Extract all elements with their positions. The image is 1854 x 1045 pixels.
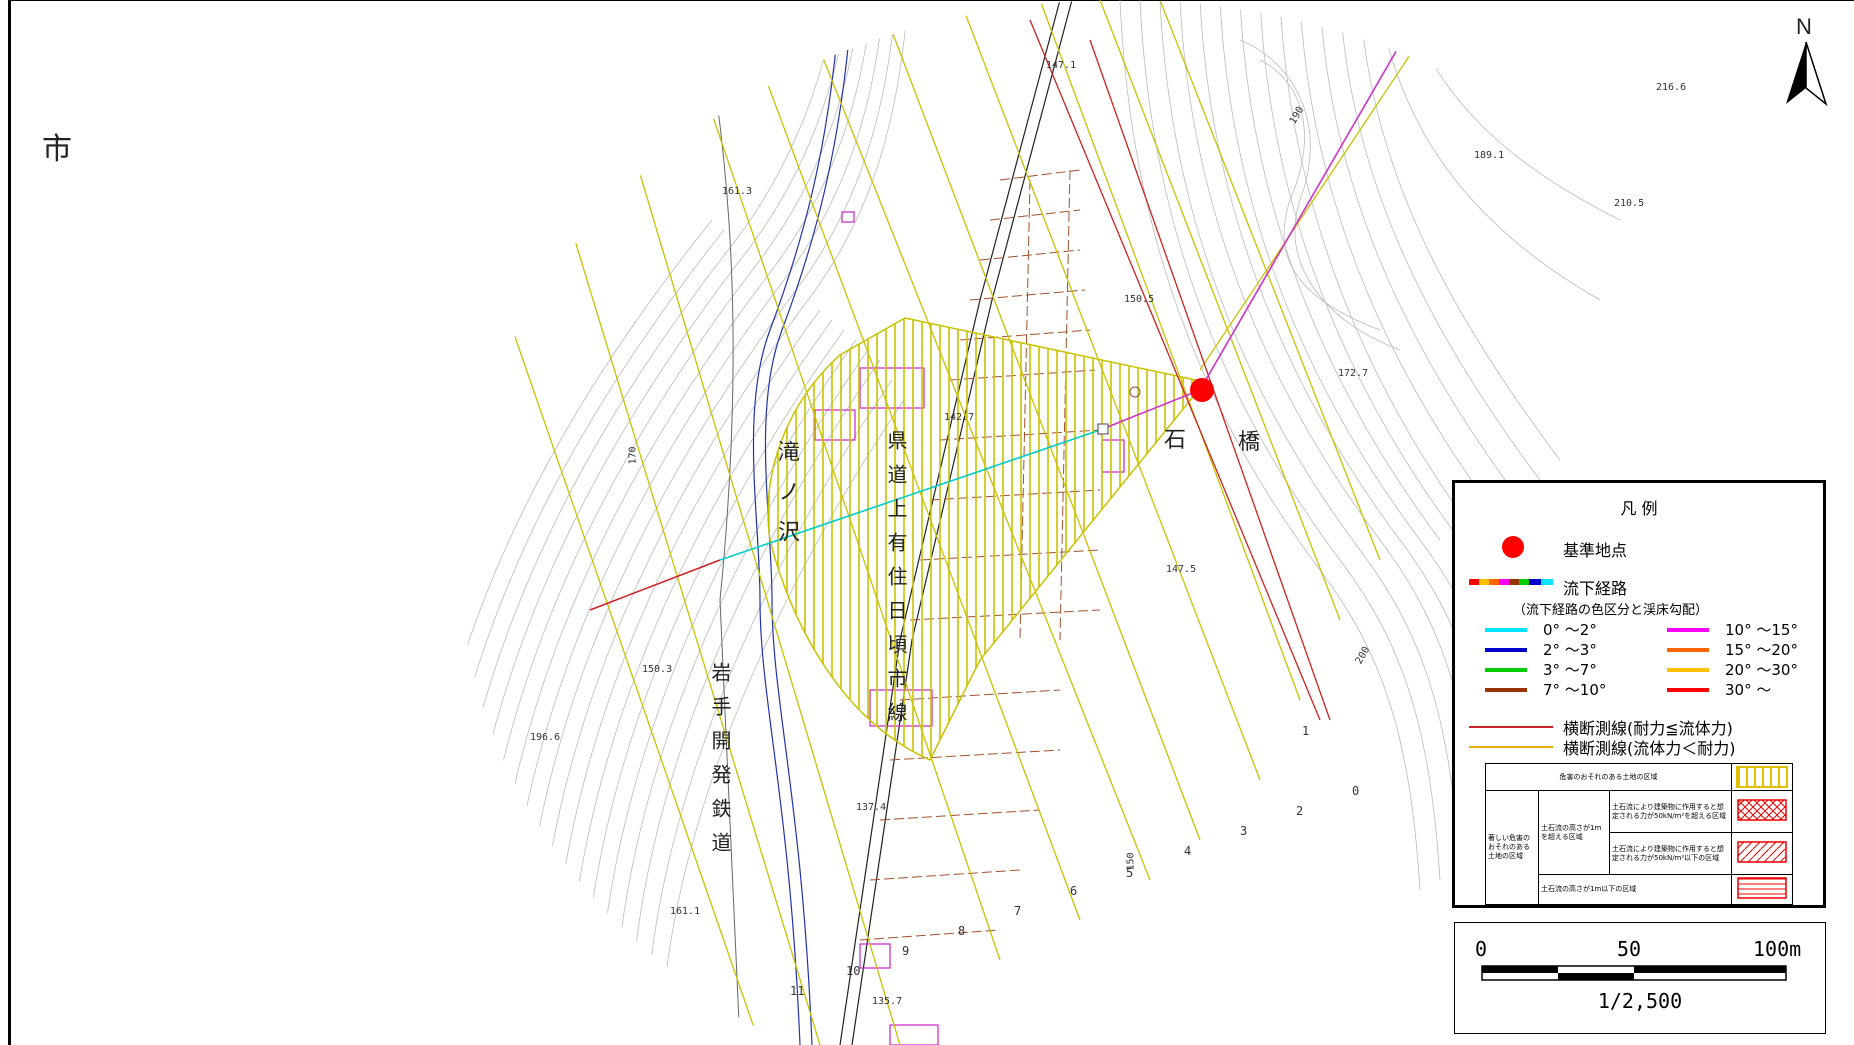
reference-point-marker[interactable]	[1190, 378, 1214, 402]
legend-flow-path: 流下経路	[1563, 579, 1628, 598]
slope-color-swatch	[1667, 667, 1709, 672]
section-number: 0	[1352, 784, 1360, 798]
slope-color-swatch	[1485, 647, 1527, 652]
force-under-label: 土石流により建築物に作用すると想定される力が50kN/m²以下の区域	[1609, 832, 1732, 875]
scale-bar: 0 50 100m 1/2,500	[1454, 922, 1826, 1034]
slope-legend-item: 30° ～	[1667, 679, 1771, 700]
spot-height: 142.7	[944, 412, 975, 423]
slope-legend-item: 15° ～20°	[1667, 639, 1798, 660]
section-number: 4	[1184, 844, 1192, 858]
scale-bar-graphic	[1481, 965, 1787, 981]
section-lines-yellow	[460, 0, 1441, 1045]
place-label-takinosawa: 滝ノ沢	[774, 440, 799, 560]
scale-ratio: 1/2,500	[1597, 989, 1683, 1013]
spot-height: 210.5	[1614, 198, 1645, 209]
flow-path-icon	[1469, 579, 1553, 585]
hazard-area-label: 危害のおそれのある土地の区域	[1485, 763, 1732, 791]
slope-legend-item: 20° ～30°	[1667, 659, 1798, 680]
force-over-swatch	[1731, 790, 1793, 833]
section-number: 3	[1240, 824, 1248, 838]
spot-height: 170	[627, 446, 639, 465]
section-number: 7	[1014, 904, 1022, 918]
section-number: 6	[1070, 884, 1078, 898]
spot-height: 147.1	[1046, 60, 1077, 71]
north-label: N	[1796, 14, 1812, 39]
section-number: 2	[1296, 804, 1304, 818]
legend-flow-path-note: （流下経路の色区分と渓床勾配）	[1513, 603, 1709, 618]
slope-label: 0° ～2°	[1543, 621, 1597, 639]
spot-height: 161.1	[670, 906, 701, 917]
slope-label: 15° ～20°	[1725, 641, 1798, 659]
section-lines-red	[1029, 19, 1331, 721]
section-line-icons	[1469, 726, 1553, 748]
slope-legend-item: 0° ～2°	[1485, 619, 1597, 640]
slope-color-swatch	[1485, 667, 1527, 672]
slope-color-swatch	[1485, 627, 1527, 632]
section-number: 8	[958, 924, 966, 938]
spot-height: 161.3	[722, 186, 753, 197]
legend-section-red: 横断測線(耐力≦流体力)	[1563, 719, 1733, 738]
slope-label: 7° ～10°	[1543, 681, 1607, 699]
slope-legend-item: 10° ～15°	[1667, 619, 1798, 640]
slope-label: 30° ～	[1725, 681, 1772, 699]
spot-height: 196.6	[530, 732, 561, 743]
place-label-ishi: 石	[1164, 428, 1187, 453]
slope-color-swatch	[1667, 647, 1709, 652]
height-under-swatch	[1731, 874, 1793, 905]
hazard-area-swatch	[1731, 763, 1793, 791]
structure-marker	[1129, 386, 1141, 398]
section-number: 11	[790, 984, 805, 998]
hazard-area	[767, 317, 1207, 761]
spot-height: 147.5	[1166, 564, 1197, 575]
spot-height: 172.7	[1338, 368, 1369, 379]
check-dam	[1097, 423, 1109, 435]
spot-height: 137.4	[856, 802, 887, 813]
slope-legend-item: 2° ～3°	[1485, 639, 1597, 660]
section-number: 10	[846, 964, 861, 978]
road-label-kendo: 県道上有住日頃市線	[884, 430, 908, 736]
north-arrow-icon	[1786, 41, 1828, 107]
railway-label: 岩手開発鉄道	[708, 662, 732, 866]
scale-mid: 50	[1617, 937, 1642, 961]
scale-max: 100m	[1753, 937, 1802, 961]
reference-point-icon	[1502, 536, 1524, 558]
spot-height: 150.5	[1124, 294, 1155, 305]
slope-color-swatch	[1667, 687, 1709, 692]
scale-zero: 0	[1475, 937, 1488, 961]
slope-label: 20° ～30°	[1725, 661, 1798, 679]
height-under-label: 土石流の高さが1m以下の区域	[1538, 874, 1732, 905]
map-frame	[8, 0, 1854, 1045]
spot-height: 216.6	[1656, 82, 1687, 93]
slope-color-swatch	[1667, 627, 1709, 632]
section-number: 9	[902, 944, 910, 958]
slope-label: 2° ～3°	[1543, 641, 1597, 659]
river	[752, 0, 853, 1045]
spot-height: 150.3	[642, 664, 673, 675]
legend-section-yellow: 横断測線(流体力＜耐力)	[1563, 739, 1736, 758]
slope-legend-item: 7° ～10°	[1485, 679, 1606, 700]
height-over-label: 土石流の高さが1mを超える区域	[1538, 790, 1610, 875]
map-legend: 凡 例 基準地点 流下経路 （流下経路の色区分と渓床勾配） 0° ～2° 2° ～…	[1452, 480, 1826, 908]
severe-area-label: 著しい危害のおそれのある土地の区域	[1485, 790, 1539, 905]
spot-height: 189.1	[1474, 150, 1505, 161]
legend-reference-point: 基準地点	[1563, 541, 1628, 560]
slope-label: 10° ～15°	[1725, 621, 1798, 639]
area-legend-table: 危害のおそれのある土地の区域 著しい危害のおそれのある土地の区域 土石流の高さが…	[1485, 763, 1793, 905]
flow-path	[589, 9, 1421, 611]
legend-title: 凡 例	[1620, 499, 1658, 518]
section-number: 1	[1302, 724, 1310, 738]
slope-legend-item: 3° ～7°	[1485, 659, 1597, 680]
force-under-swatch	[1731, 832, 1793, 875]
city-label: 市	[42, 132, 72, 167]
place-label-hashi: 橋	[1238, 430, 1261, 455]
slope-color-swatch	[1485, 687, 1527, 692]
force-over-label: 土石流により建築物に作用すると想定される力が50kN/m²を超える区域	[1609, 790, 1732, 833]
spot-height: 135.7	[872, 996, 903, 1007]
section-number: 5	[1126, 866, 1134, 880]
slope-label: 3° ～7°	[1543, 661, 1597, 679]
